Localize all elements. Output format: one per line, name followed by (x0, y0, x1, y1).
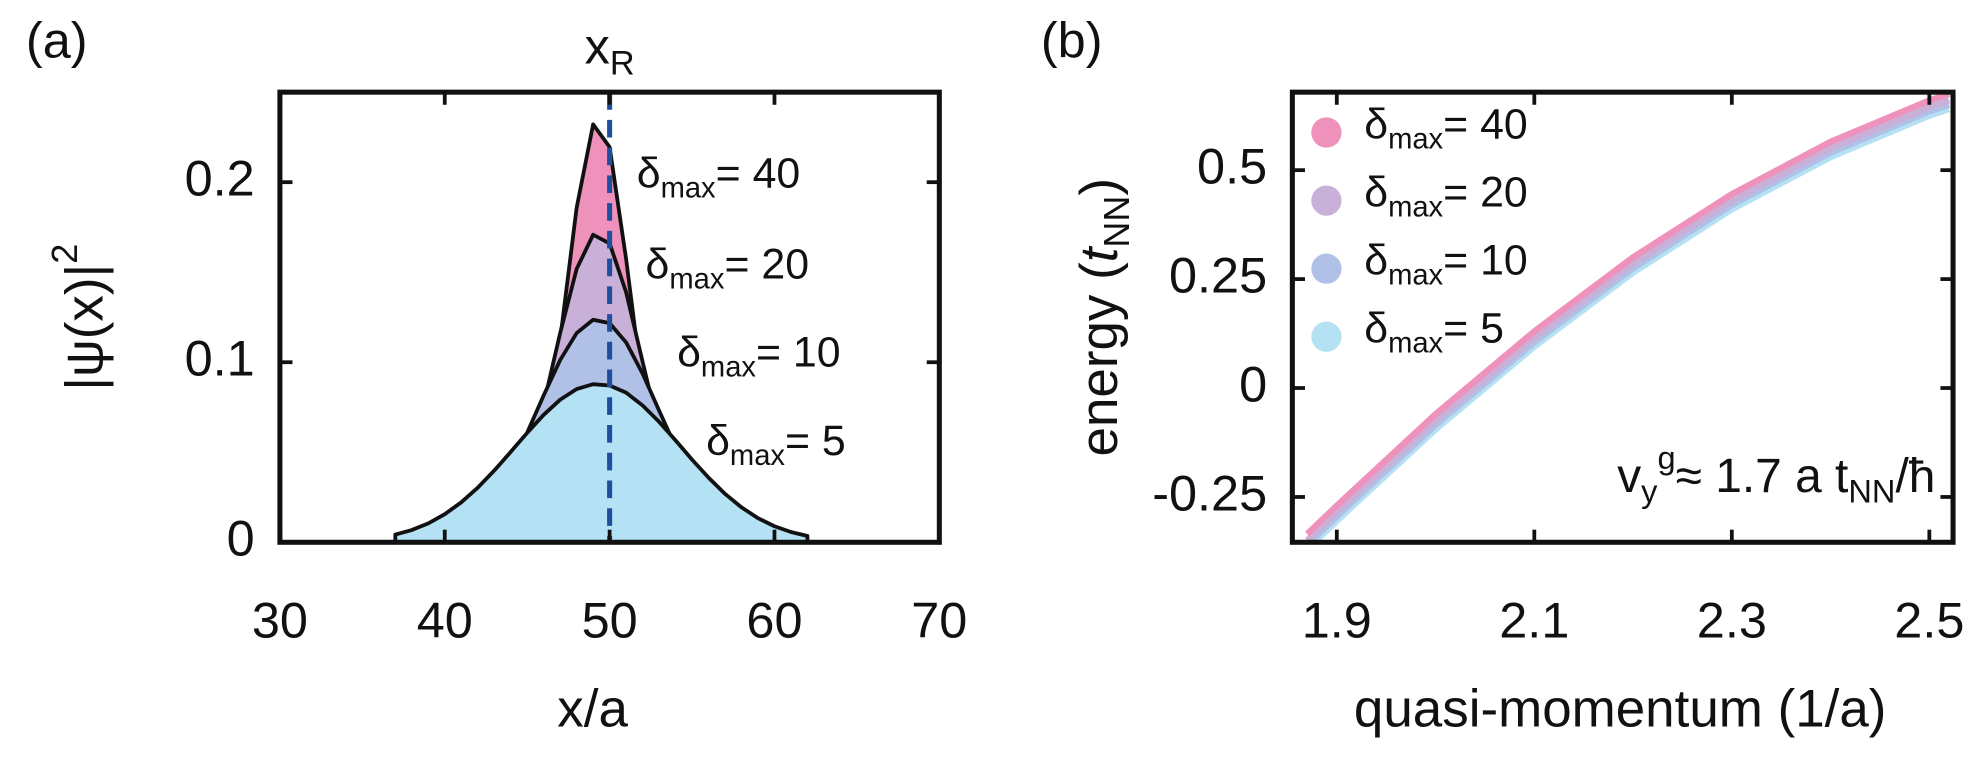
y-axis-label-part: t (1070, 245, 1129, 262)
x-tick-label: 1.9 (1302, 592, 1372, 649)
y-axis-label: energy (tNN) (1070, 178, 1136, 457)
y-axis-label: |ψ(x)|2 (44, 244, 115, 391)
reference-label-part: x (585, 18, 610, 75)
series-label-part: δ (637, 150, 661, 198)
series-label-part: = 40 (716, 150, 801, 198)
legend-label-part: max (1388, 259, 1443, 291)
legend-label: δmax= 10 (1364, 237, 1528, 291)
x-tick-label: 2.1 (1499, 592, 1569, 649)
series-label-part: δ (677, 329, 701, 377)
x-tick-label: 50 (582, 592, 638, 649)
y-axis-label-part: |ψ(x)| (55, 264, 114, 391)
plot-area (1304, 92, 1951, 543)
annotation-part: NN (1848, 473, 1895, 509)
series-label: δmax= 20 (646, 241, 810, 295)
series-label-part: max (661, 172, 716, 204)
legend-label-part: δ (1364, 169, 1388, 217)
y-axis-label-part: ) (1070, 178, 1129, 196)
line (1304, 92, 1951, 537)
y-axis-label-part: NN (1096, 196, 1137, 248)
x-tick-label: 70 (911, 592, 967, 649)
series-label-part: = 5 (785, 417, 846, 465)
series-label-part: δ (706, 417, 730, 465)
annotation-part: ≈ 1.7 a t (1676, 450, 1849, 503)
annotation-part: y (1641, 473, 1658, 509)
line (1309, 106, 1951, 543)
legend-marker (1311, 185, 1342, 216)
y-tick-label: 0.2 (185, 150, 255, 207)
annotation-part: g (1657, 440, 1675, 476)
annotation: vyg≈ 1.7 a tNN/ħ (1617, 440, 1935, 510)
y-tick-label: 0 (227, 510, 255, 567)
y-tick-label: 0.5 (1197, 137, 1267, 194)
panel-label: (a) (26, 12, 88, 69)
legend-marker (1311, 117, 1342, 148)
series-label: δmax= 5 (706, 417, 846, 471)
series-label-part: δ (646, 241, 670, 289)
y-axis-label-part: 2 (44, 244, 85, 264)
legend-label-part: δ (1364, 305, 1388, 353)
series-label-part: = 10 (756, 329, 841, 377)
reference-label: xR (585, 18, 635, 83)
legend-marker (1311, 253, 1342, 284)
legend-label-part: δ (1364, 101, 1388, 149)
x-axis-label: x/a (557, 679, 628, 738)
series-label-part: max (701, 351, 756, 383)
legend-label: δmax= 5 (1364, 305, 1504, 359)
annotation-part: /ħ (1895, 450, 1935, 503)
legend-label-part: max (1388, 191, 1443, 223)
annotation-part: v (1617, 450, 1641, 503)
legend-label-part: = 5 (1443, 305, 1504, 353)
x-tick-label: 2.5 (1894, 592, 1964, 649)
legend-label-part: max (1388, 327, 1443, 359)
axes-frame (1289, 89, 1956, 545)
legend-label-part: max (1388, 123, 1443, 155)
legend-label-part: = 40 (1443, 101, 1528, 149)
series-label-part: max (730, 439, 785, 471)
panel-label: (b) (1041, 12, 1103, 69)
series-label: δmax= 40 (637, 150, 801, 204)
legend-marker (1311, 321, 1342, 352)
y-axis-label-part: energy ( (1070, 262, 1129, 457)
series-label-part: = 20 (724, 241, 809, 289)
legend-label-part: δ (1364, 237, 1388, 285)
x-tick-label: 30 (252, 592, 308, 649)
legend-label: δmax= 40 (1364, 101, 1528, 155)
x-tick-label: 2.3 (1697, 592, 1767, 649)
legend-label: δmax= 20 (1364, 169, 1528, 223)
y-tick-label: 0.1 (185, 330, 255, 387)
x-axis-label: quasi-momentum (1/a) (1354, 679, 1887, 738)
series-label-part: max (669, 263, 724, 295)
series-label: δmax= 10 (677, 329, 841, 383)
x-tick-label: 60 (746, 592, 802, 649)
legend-label-part: = 10 (1443, 237, 1528, 285)
y-tick-label: 0 (1239, 355, 1267, 412)
legend-label-part: = 20 (1443, 169, 1528, 217)
y-tick-label: 0.25 (1169, 246, 1267, 303)
reference-label-part: R (610, 45, 635, 83)
line (1304, 97, 1951, 543)
line (1305, 101, 1951, 543)
plot-area (393, 92, 810, 543)
y-tick-label: -0.25 (1152, 464, 1267, 521)
x-tick-label: 40 (417, 592, 473, 649)
